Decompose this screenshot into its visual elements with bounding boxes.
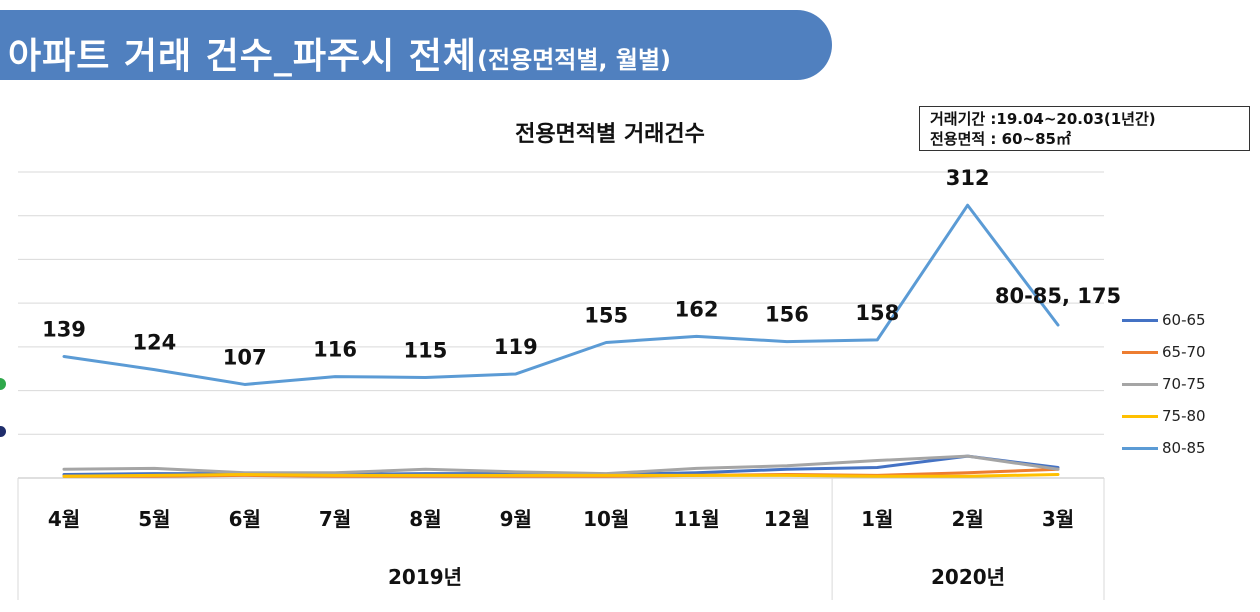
- legend-item: 60-65: [1122, 304, 1252, 336]
- info-area: 전용면적 : 60~85㎡: [930, 130, 1071, 148]
- legend-swatch: [1122, 414, 1158, 418]
- data-label: 139: [42, 317, 86, 341]
- page-title: 아파트 거래 건수_파주시 전체(전용면적별, 월별): [8, 27, 671, 79]
- series-line-70-75: [62, 454, 1060, 476]
- legend-item: 65-70: [1122, 336, 1252, 368]
- x-tick-label: 4월: [48, 507, 80, 531]
- info-period: 거래기간 :19.04~20.03(1년간): [930, 110, 1156, 128]
- chart-title: 전용면적별 거래건수: [515, 122, 705, 147]
- legend-swatch: [1122, 382, 1158, 386]
- x-tick-label: 12월: [764, 507, 810, 531]
- data-label: 155: [584, 303, 628, 327]
- legend-label: 70-75: [1162, 375, 1206, 393]
- data-label: 119: [494, 335, 538, 359]
- info-box: 거래기간 :19.04~20.03(1년간) 전용면적 : 60~85㎡: [919, 106, 1250, 151]
- data-label: 156: [765, 303, 809, 327]
- data-label: 80-85, 175: [995, 284, 1121, 308]
- x-tick-label: 10월: [583, 507, 629, 531]
- data-label: 107: [223, 345, 267, 369]
- legend-label: 60-65: [1162, 311, 1206, 329]
- x-tick-label: 5월: [138, 507, 170, 531]
- x-tick-label: 1월: [861, 507, 893, 531]
- x-tick-label: 9월: [500, 507, 532, 531]
- x-tick-label: 8월: [409, 507, 441, 531]
- title-banner: 아파트 거래 건수_파주시 전체(전용면적별, 월별): [0, 10, 832, 80]
- legend-item: 75-80: [1122, 400, 1252, 432]
- x-tick-label: 6월: [229, 507, 261, 531]
- chart-legend: 60-65 65-70 70-75 75-80 80-85: [1122, 304, 1252, 464]
- navy-dot: [0, 426, 6, 437]
- legend-swatch: [1122, 350, 1158, 354]
- data-label: 115: [404, 338, 448, 362]
- data-label: 158: [855, 301, 899, 325]
- legend-label: 75-80: [1162, 407, 1206, 425]
- legend-label: 65-70: [1162, 343, 1206, 361]
- legend-item: 80-85: [1122, 432, 1252, 464]
- page-title-main: 아파트 거래 건수_파주시 전체: [8, 36, 478, 77]
- data-label: 116: [313, 338, 357, 362]
- legend-swatch: [1122, 318, 1158, 322]
- legend-item: 70-75: [1122, 368, 1252, 400]
- x-tick-label: 11월: [673, 507, 719, 531]
- data-label: 162: [675, 297, 719, 321]
- x-tick-label: 2월: [951, 507, 983, 531]
- series-line-80-85: [62, 203, 1060, 386]
- data-label: 124: [132, 331, 176, 355]
- series-line-75-80: [62, 473, 1060, 478]
- year-label: 2020년: [931, 565, 1005, 589]
- legend-label: 80-85: [1162, 439, 1206, 457]
- legend-swatch: [1122, 446, 1158, 450]
- data-label: 312: [946, 166, 990, 190]
- year-label: 2019년: [388, 565, 462, 589]
- x-tick-label: 7월: [319, 507, 351, 531]
- x-tick-label: 3월: [1042, 507, 1074, 531]
- green-dot: [0, 378, 6, 390]
- page-title-subtitle: (전용면적별, 월별): [477, 46, 672, 74]
